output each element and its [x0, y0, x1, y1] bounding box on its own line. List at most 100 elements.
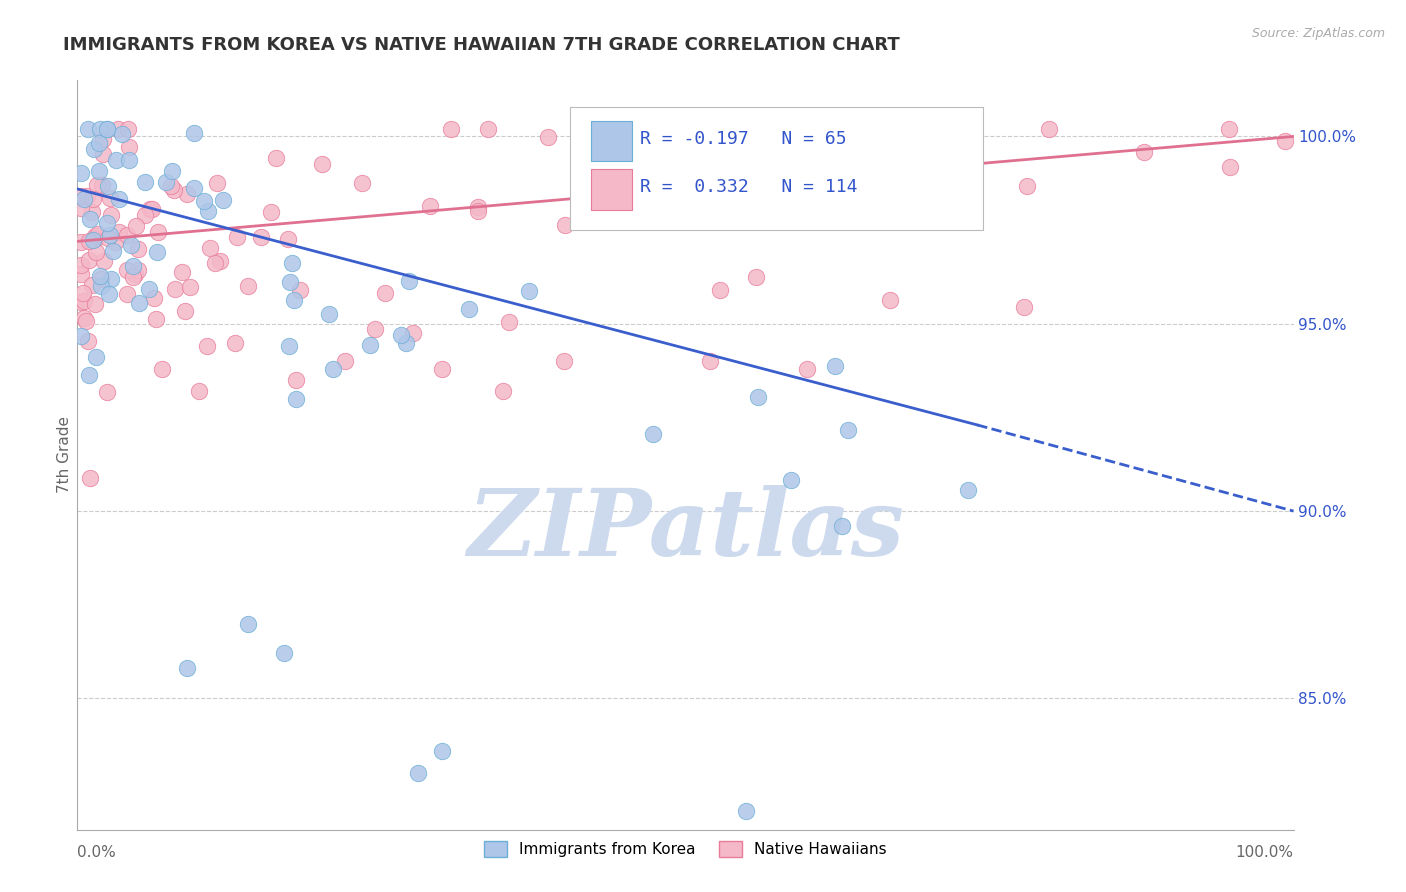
Point [89, 122, 111, 136]
Point [824, 359, 846, 373]
Point [75, 314, 97, 328]
Point [134, 175, 156, 189]
Point [873, 180, 896, 194]
Point [100, 208, 122, 222]
Point [616, 178, 638, 193]
Point [163, 282, 186, 296]
Point [406, 766, 429, 780]
Point [578, 122, 600, 136]
Point [127, 263, 149, 277]
Text: 100.0%: 100.0% [1236, 845, 1294, 860]
Text: R = -0.197   N = 65: R = -0.197 N = 65 [640, 129, 846, 148]
Point [318, 307, 340, 321]
Point [179, 279, 201, 293]
Point [735, 804, 758, 818]
Point [176, 187, 198, 202]
Point [98, 227, 121, 242]
Point [83, 229, 105, 244]
Point [398, 274, 420, 288]
Point [747, 390, 769, 404]
Point [285, 373, 308, 387]
Point [82, 205, 104, 219]
Point [77, 334, 100, 349]
Point [80, 277, 103, 292]
Point [100, 272, 122, 286]
Point [118, 153, 141, 168]
Point [76, 188, 98, 202]
Point [278, 275, 301, 289]
Point [537, 129, 560, 144]
Point [1218, 122, 1240, 136]
Point [333, 354, 356, 368]
Point [84, 297, 107, 311]
Point [73, 294, 96, 309]
Point [1014, 300, 1036, 314]
Point [124, 268, 146, 282]
Point [277, 232, 299, 246]
Point [90, 178, 112, 193]
Point [79, 211, 101, 226]
Point [281, 255, 304, 269]
Point [82, 192, 104, 206]
Point [83, 142, 105, 156]
Point [97, 286, 120, 301]
Point [115, 287, 138, 301]
Point [183, 181, 205, 195]
Point [285, 392, 308, 406]
Point [170, 265, 193, 279]
Point [70, 201, 93, 215]
Point [142, 292, 165, 306]
Point [159, 179, 181, 194]
Point [1015, 178, 1038, 193]
Point [553, 354, 575, 368]
Point [498, 314, 520, 328]
Point [138, 282, 160, 296]
Point [77, 122, 100, 136]
Point [956, 483, 979, 497]
Point [359, 338, 381, 352]
Point [139, 202, 162, 216]
Point [117, 122, 139, 136]
Point [224, 335, 246, 350]
Point [90, 271, 112, 285]
Point [311, 157, 333, 171]
Point [204, 256, 226, 270]
Point [207, 176, 229, 190]
Point [103, 244, 125, 259]
Point [831, 518, 853, 533]
Text: R =  0.332   N = 114: R = 0.332 N = 114 [640, 178, 858, 196]
Point [440, 122, 463, 136]
Point [77, 234, 100, 248]
Point [389, 327, 412, 342]
Point [226, 229, 249, 244]
Point [96, 384, 118, 399]
Point [796, 361, 818, 376]
Point [288, 283, 311, 297]
Point [70, 189, 93, 203]
Point [107, 122, 129, 136]
Point [70, 329, 93, 343]
Point [115, 228, 138, 243]
Point [134, 208, 156, 222]
Point [77, 252, 100, 267]
Point [121, 269, 143, 284]
Point [706, 122, 728, 136]
Point [93, 253, 115, 268]
Point [188, 384, 211, 399]
Point [277, 339, 299, 353]
Point [97, 231, 120, 245]
Point [145, 311, 167, 326]
Text: Source: ZipAtlas.com: Source: ZipAtlas.com [1251, 27, 1385, 40]
Legend: Immigrants from Korea, Native Hawaiians: Immigrants from Korea, Native Hawaiians [478, 835, 893, 863]
Point [952, 122, 974, 136]
Point [696, 169, 718, 184]
Point [1038, 122, 1060, 136]
Point [70, 235, 93, 249]
Point [236, 616, 259, 631]
Point [879, 293, 901, 307]
Point [96, 122, 118, 136]
Point [86, 178, 108, 193]
Point [176, 661, 198, 675]
Point [155, 175, 177, 189]
Point [837, 423, 859, 437]
